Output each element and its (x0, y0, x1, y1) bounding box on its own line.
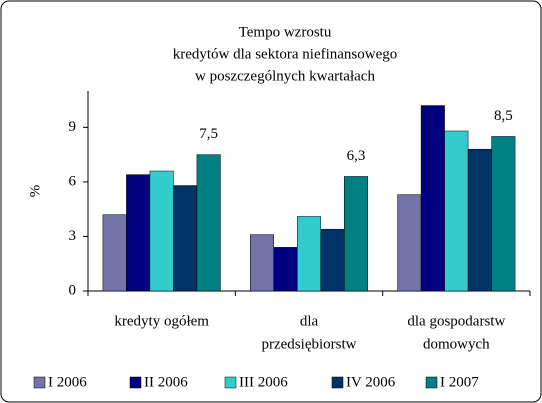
x-tick-label: domowych (423, 336, 490, 352)
y-tick-label: 9 (69, 119, 77, 135)
bar (149, 170, 174, 292)
bar (344, 176, 368, 292)
bar (126, 174, 151, 292)
legend-swatch (425, 376, 438, 389)
bar (320, 228, 345, 292)
legend-label: IV 2006 (346, 374, 396, 390)
data-label: 6,3 (347, 148, 366, 164)
y-tick-label: 0 (69, 282, 77, 298)
x-tick-label: dla gospodarstw (407, 313, 505, 329)
x-tick-label: dla (300, 313, 319, 329)
legend-label: II 2006 (144, 374, 188, 390)
bar (297, 216, 321, 292)
legend-label: III 2006 (239, 374, 288, 390)
bar (467, 148, 492, 292)
legend-swatch (33, 376, 46, 389)
bar (444, 130, 469, 292)
x-tick-label: kredyty ogółem (114, 313, 209, 329)
bar (250, 234, 274, 292)
bar (420, 105, 445, 292)
legend-swatch (331, 376, 344, 389)
bar (397, 194, 422, 292)
y-tick-label: 6 (69, 173, 77, 189)
legend-swatch (129, 376, 142, 389)
bar (102, 214, 127, 292)
bar (196, 154, 221, 292)
x-tick-label: przedsiębiorstw (262, 336, 357, 352)
data-label: 8,5 (494, 108, 513, 124)
chart-title: Tempo wzrostu (239, 24, 332, 40)
legend-label: I 2006 (48, 374, 87, 390)
legend-swatch (224, 376, 237, 389)
legend-label: I 2007 (440, 374, 479, 390)
data-label: 7,5 (199, 126, 218, 142)
bar (273, 247, 298, 292)
bar (491, 136, 516, 292)
bar (173, 185, 198, 292)
y-tick-label: 3 (69, 228, 77, 244)
chart-title: w poszczególnych kwartałach (195, 68, 375, 84)
chart-title: kredytów dla sektora niefinansowego (173, 46, 398, 62)
y-axis-label: % (27, 185, 43, 198)
